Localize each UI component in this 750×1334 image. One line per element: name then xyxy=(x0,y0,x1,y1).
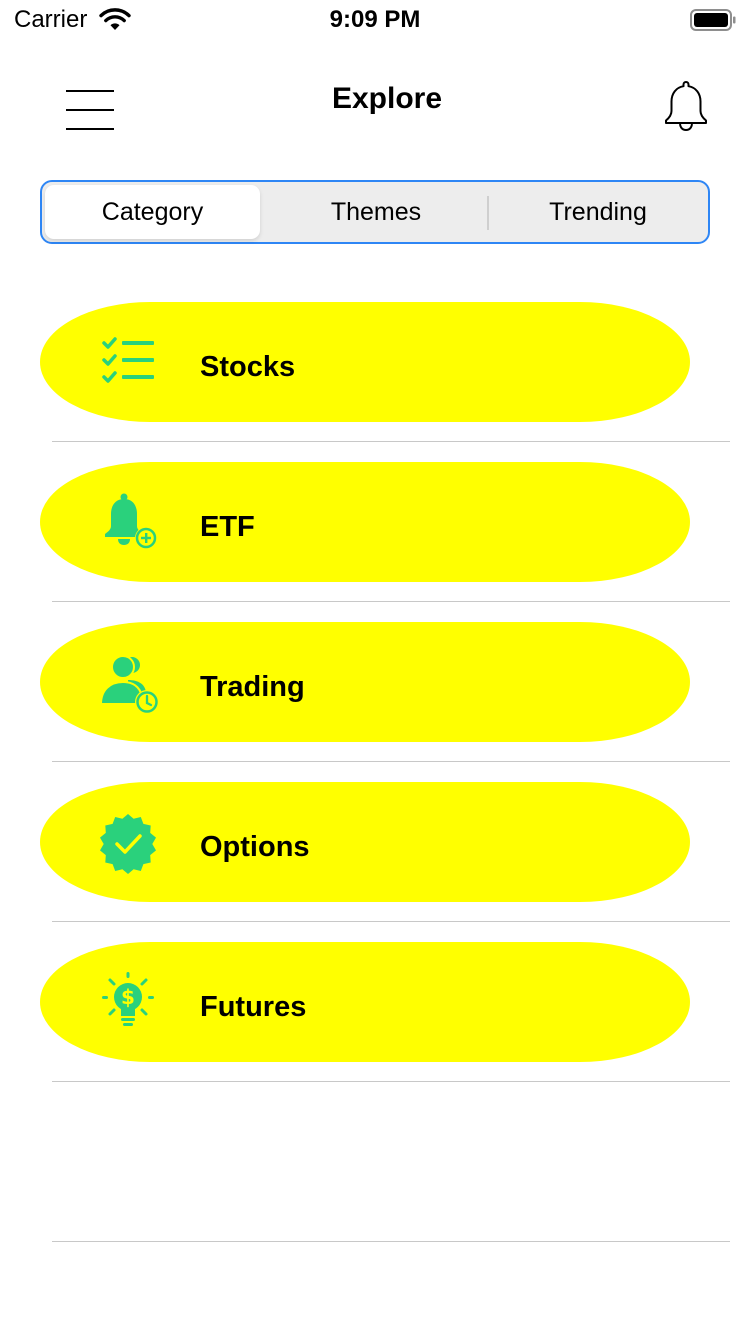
segment-divider xyxy=(487,196,489,230)
status-time: 9:09 PM xyxy=(329,6,421,33)
hamburger-line xyxy=(66,109,114,111)
hamburger-menu-icon xyxy=(66,90,114,92)
row-divider xyxy=(52,761,730,762)
carrier-label: Carrier xyxy=(14,6,88,33)
row-divider xyxy=(52,921,730,922)
row-divider xyxy=(52,1081,730,1082)
category-list: Stocks ETF xyxy=(0,302,750,1262)
hamburger-line xyxy=(66,128,114,130)
wifi-icon xyxy=(99,8,131,30)
segment-themes[interactable]: Themes xyxy=(330,198,422,226)
bell-icon xyxy=(665,81,707,132)
category-options-button[interactable]: Options xyxy=(40,782,690,902)
status-bar: Carrier 9:09 PM xyxy=(0,0,750,40)
verified-badge-icon xyxy=(100,814,156,874)
segment-trending[interactable]: Trending xyxy=(549,198,647,226)
category-label: Futures xyxy=(200,991,307,1023)
users-clock-icon xyxy=(99,655,159,714)
notifications-button[interactable] xyxy=(660,78,712,134)
category-label: Options xyxy=(200,831,310,863)
category-trading-button[interactable]: Trading xyxy=(40,622,690,742)
row-divider xyxy=(52,441,730,442)
empty-list-row xyxy=(0,1102,750,1262)
category-label: Trading xyxy=(200,671,305,703)
checklist-icon xyxy=(102,337,154,383)
page-title: Explore xyxy=(331,82,443,115)
list-item: Options xyxy=(0,782,750,942)
category-label: ETF xyxy=(200,511,255,543)
row-divider xyxy=(52,1241,730,1242)
category-etf-button[interactable]: ETF xyxy=(40,462,690,582)
segment-category[interactable]: Category xyxy=(45,185,260,239)
category-stocks-button[interactable]: Stocks xyxy=(40,302,690,422)
menu-button[interactable] xyxy=(62,86,118,134)
category-label: Stocks xyxy=(200,351,296,383)
category-futures-button[interactable]: $ Futures xyxy=(40,942,690,1062)
list-item: Stocks xyxy=(0,302,750,462)
dollar-bulb-icon: $ xyxy=(102,972,154,1026)
bell-plus-icon xyxy=(105,493,157,549)
row-divider xyxy=(52,601,730,602)
segmented-control: Category Themes Trending xyxy=(40,180,710,244)
svg-text:$: $ xyxy=(121,985,135,1009)
list-item: $ Futures xyxy=(0,942,750,1102)
list-item: ETF xyxy=(0,462,750,622)
battery-icon xyxy=(690,9,736,31)
list-item: Trading xyxy=(0,622,750,782)
